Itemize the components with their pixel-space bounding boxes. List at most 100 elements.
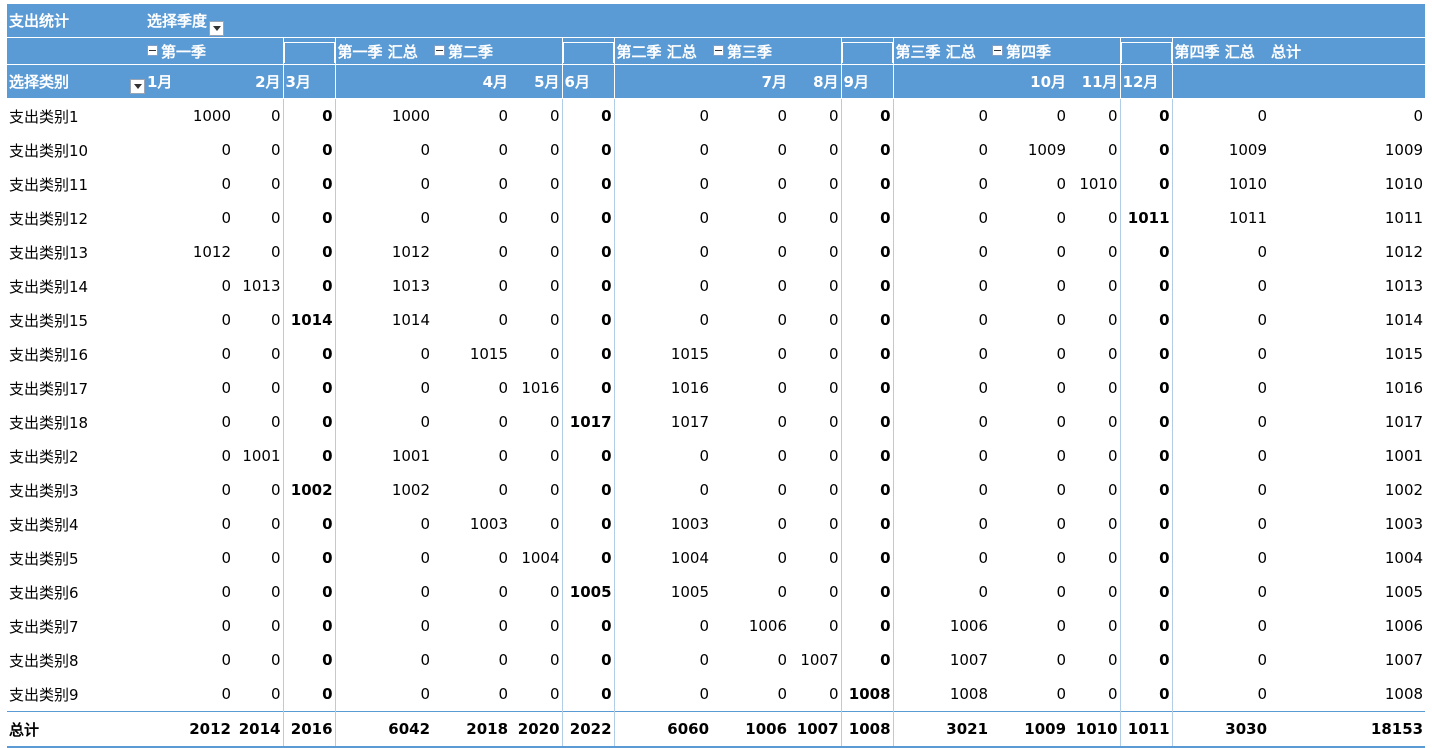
table-cell: 0 (828, 617, 839, 635)
month-header: 3月 (282, 64, 336, 99)
collapse-minus-icon[interactable] (147, 44, 158, 56)
table-cell: 0 (828, 379, 839, 397)
table-cell: 1016 (670, 379, 710, 397)
month-header-row: 选择类别 1月 2月 3月 4月 5月 6月 7月 8月 9月 10月 11月 … (7, 64, 1426, 99)
table-cell: 0 (840, 167, 894, 201)
table-cell: 0 (828, 277, 839, 295)
table-cell: 0 (978, 379, 989, 397)
table-cell: 1011 (1384, 209, 1424, 227)
table-cell: 0 (549, 447, 560, 465)
month-header: 9月 (840, 64, 894, 99)
quarter-header-q4[interactable]: 第四季 (990, 37, 1121, 65)
table-cell: 0 (498, 583, 509, 601)
table-cell: 0 (1056, 311, 1067, 329)
table-cell: 1014 (282, 303, 336, 337)
collapse-minus-icon[interactable] (713, 44, 725, 56)
collapse-minus-icon[interactable] (992, 44, 1004, 56)
table-cell: 0 (498, 481, 509, 499)
row-label: 支出类别18 (9, 413, 89, 432)
grand-total-row: 总计 2012 2014 2016 6042 2018 2020 2022 60… (7, 711, 1426, 748)
table-cell: 0 (270, 549, 281, 567)
table-cell: 1006 (949, 617, 989, 635)
table-cell: 0 (561, 337, 615, 371)
table-cell: 0 (1119, 133, 1173, 167)
table-cell: 0 (282, 235, 336, 269)
dropdown-arrow-icon[interactable] (130, 79, 145, 94)
table-cell: 0 (498, 311, 509, 329)
table-cell: 1004 (670, 549, 710, 567)
table-cell: 1005 (561, 575, 615, 609)
table-cell: 0 (561, 167, 615, 201)
table-cell: 0 (1119, 235, 1173, 269)
table-cell: 0 (1056, 617, 1067, 635)
table-cell: 0 (270, 345, 281, 363)
table-cell: 0 (840, 575, 894, 609)
table-cell: 0 (1119, 677, 1173, 712)
table-cell: 0 (282, 337, 336, 371)
table-cell: 0 (840, 405, 894, 439)
table-cell: 0 (561, 439, 615, 473)
table-cell: 1012 (192, 243, 231, 261)
table-cell: 0 (1107, 447, 1118, 465)
table-cell: 0 (699, 481, 710, 499)
table-cell: 0 (1107, 617, 1118, 635)
table-cell: 0 (840, 371, 894, 405)
row-label: 支出类别1 (9, 107, 79, 126)
table-cell: 0 (978, 141, 989, 159)
quarter-total-header-q4: 第四季 汇总 (1172, 37, 1270, 65)
table-cell: 0 (1107, 141, 1118, 159)
table-row: 支出类别9 0 0 0 0 0 0 0 0 0 0 1008 1008 0 0 0 0 1008 (7, 677, 1425, 712)
table-cell: 0 (777, 175, 788, 193)
table-cell: 1010 (1228, 175, 1268, 193)
table-cell: 0 (1119, 371, 1173, 405)
table-cell: 0 (1257, 685, 1268, 703)
quarter-header-q3[interactable]: 第三季 (711, 37, 842, 65)
row-field-filter[interactable]: 选择类别 (7, 64, 145, 99)
month-header: 5月 (510, 64, 563, 99)
table-cell: 1015 (670, 345, 710, 363)
table-cell: 1004 (521, 549, 560, 567)
table-cell: 0 (840, 337, 894, 371)
table-cell: 1017 (1384, 413, 1424, 431)
row-label: 支出类别12 (9, 209, 89, 228)
quarter-header-q1[interactable]: 第一季 (145, 37, 283, 65)
table-cell: 0 (840, 473, 894, 507)
table-cell: 0 (221, 583, 231, 601)
table-cell: 0 (561, 507, 615, 541)
table-cell: 0 (221, 141, 231, 159)
table-cell: 0 (221, 651, 231, 669)
total-cell: 3021 (893, 711, 991, 748)
table-cell: 0 (221, 175, 231, 193)
total-cell: 2022 (561, 711, 615, 748)
table-cell: 1003 (670, 515, 710, 533)
collapse-minus-icon[interactable] (434, 44, 446, 56)
table-cell: 0 (420, 685, 431, 703)
table-cell: 0 (221, 277, 231, 295)
dropdown-arrow-icon[interactable] (209, 21, 225, 36)
table-cell: 0 (549, 481, 560, 499)
table-cell: 0 (549, 651, 560, 669)
table-cell: 0 (828, 175, 839, 193)
table-cell: 0 (221, 379, 231, 397)
table-cell: 0 (699, 617, 710, 635)
table-cell: 0 (777, 651, 788, 669)
table-cell: 0 (282, 439, 336, 473)
quarter-header-q2[interactable]: 第二季 (432, 37, 563, 65)
table-cell: 0 (978, 515, 989, 533)
table-cell: 0 (1056, 583, 1067, 601)
table-cell: 0 (270, 311, 281, 329)
table-cell: 1017 (561, 405, 615, 439)
table-cell: 0 (828, 243, 839, 261)
row-label: 支出类别6 (9, 583, 79, 602)
table-cell: 1008 (949, 685, 989, 703)
table-cell: 0 (1257, 515, 1268, 533)
table-cell: 1001 (242, 447, 281, 465)
table-cell: 0 (840, 541, 894, 575)
month-header: 2月 (233, 64, 283, 99)
table-cell: 0 (840, 439, 894, 473)
table-cell: 0 (221, 209, 231, 227)
total-cell: 1009 (990, 711, 1069, 748)
table-cell: 1005 (670, 583, 710, 601)
quarter-filter[interactable]: 选择季度 (145, 4, 336, 38)
quarter-total-header-q3: 第三季 汇总 (893, 37, 991, 65)
